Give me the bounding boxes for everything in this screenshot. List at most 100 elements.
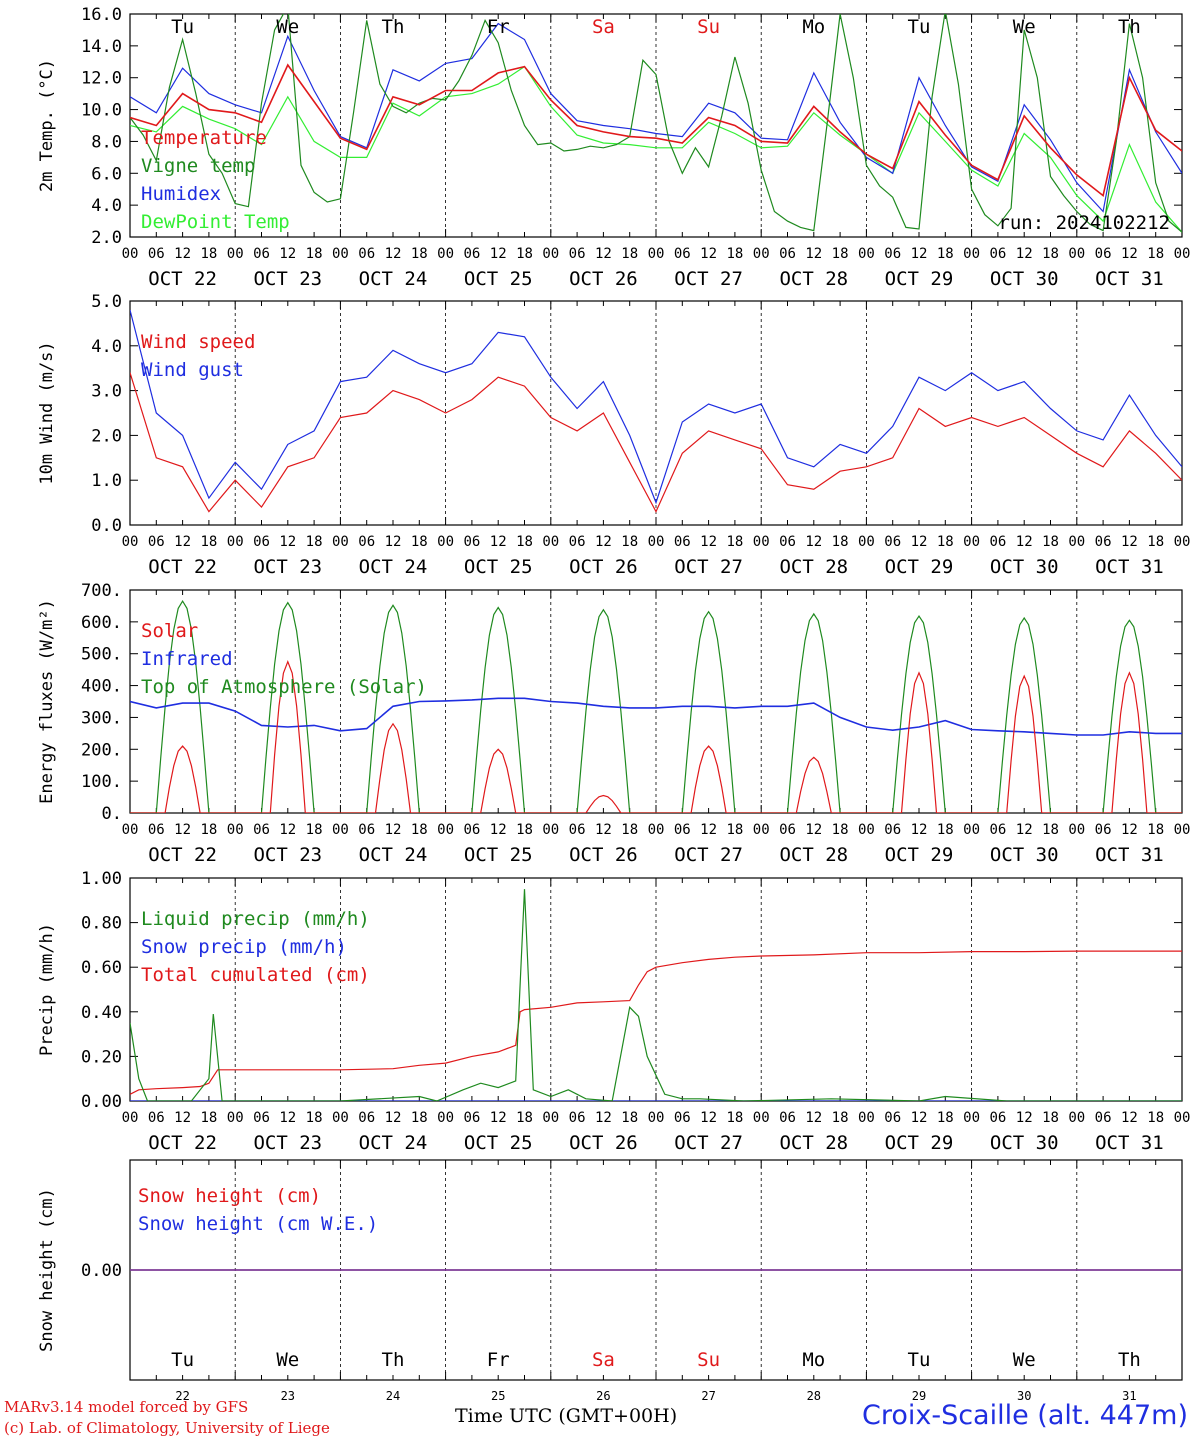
hour-tick-label: 18 [726, 246, 743, 262]
hour-tick-label: 00 [648, 534, 665, 550]
y-tick-label: 0.00 [81, 1261, 122, 1281]
hour-tick-label: 00 [227, 246, 244, 262]
hour-tick-label: 06 [989, 1110, 1006, 1126]
date-label: OCT 22 [148, 1132, 217, 1154]
hour-tick-label: 18 [516, 822, 533, 838]
legend-entry: Top of Atmosphere (Solar) [141, 676, 427, 698]
date-label: OCT 29 [885, 556, 954, 578]
hour-tick-label: 00 [963, 534, 980, 550]
station-name: Croix-Scaille (alt. 447m) [861, 1400, 1188, 1431]
hour-tick-label: 06 [1095, 246, 1112, 262]
hour-tick-label: 06 [1095, 534, 1112, 550]
hour-tick-label: 06 [358, 246, 375, 262]
hour-tick-label: 18 [937, 246, 954, 262]
hour-tick-label: 06 [779, 822, 796, 838]
hour-tick-label: 00 [122, 246, 139, 262]
y-tick-label: 100. [81, 772, 122, 792]
day-name-label: Sa [592, 16, 615, 38]
hour-tick-label: 06 [463, 246, 480, 262]
hour-tick-label: 18 [200, 534, 217, 550]
hour-tick-label: 06 [358, 1110, 375, 1126]
hour-tick-label: 06 [1095, 822, 1112, 838]
hour-tick-label: 12 [805, 1110, 822, 1126]
day-name-label: Tu [908, 16, 931, 38]
y-tick-label: 5.0 [91, 292, 122, 312]
hour-tick-label: 06 [358, 534, 375, 550]
y-axis-label: Precip (mm/h) [37, 923, 57, 1056]
hour-tick-label: 00 [332, 822, 349, 838]
day-number-label: 30 [1017, 1389, 1031, 1403]
hour-tick-label: 12 [279, 822, 296, 838]
hour-tick-label: 00 [858, 1110, 875, 1126]
hour-tick-label: 12 [805, 534, 822, 550]
hour-tick-label: 00 [122, 534, 139, 550]
hour-tick-label: 18 [516, 534, 533, 550]
hour-tick-label: 06 [674, 246, 691, 262]
plot-frame [129, 13, 1183, 238]
hour-tick-label: 18 [411, 822, 428, 838]
date-label: OCT 26 [569, 1132, 638, 1154]
hour-tick-label: 00 [648, 822, 665, 838]
hour-tick-label: 00 [542, 1110, 559, 1126]
date-label: OCT 30 [990, 556, 1059, 578]
y-tick-label: 2.0 [91, 228, 122, 248]
lab-credit: (c) Lab. of Climatology, University of L… [4, 1419, 330, 1437]
date-label: OCT 26 [569, 844, 638, 866]
day-name-label: Th [1118, 1349, 1141, 1371]
y-tick-label: 14.0 [81, 37, 122, 57]
hour-tick-label: 12 [911, 1110, 928, 1126]
hour-tick-label: 12 [1121, 822, 1138, 838]
date-label: OCT 23 [253, 844, 322, 866]
hour-tick-label: 12 [1016, 246, 1033, 262]
y-tick-label: 0. [102, 804, 122, 824]
day-name-label: Tu [171, 16, 194, 38]
y-tick-label: 200. [81, 740, 122, 760]
day-name-label: Th [382, 16, 405, 38]
legend-entry: Humidex [141, 183, 221, 205]
hour-tick-label: 18 [306, 246, 323, 262]
hour-tick-label: 12 [595, 1110, 612, 1126]
y-tick-label: 0.40 [81, 1003, 122, 1023]
hour-tick-label: 00 [753, 1110, 770, 1126]
hour-tick-label: 06 [253, 246, 270, 262]
y-tick-label: 0.20 [81, 1047, 122, 1067]
hour-tick-label: 18 [937, 1110, 954, 1126]
hour-tick-label: 18 [1147, 822, 1164, 838]
hour-tick-label: 18 [726, 1110, 743, 1126]
y-tick-label: 0.0 [91, 516, 122, 536]
hour-tick-label: 06 [884, 246, 901, 262]
hour-tick-label: 18 [937, 822, 954, 838]
hour-tick-label: 18 [1042, 246, 1059, 262]
y-tick-label: 400. [81, 677, 122, 697]
hour-tick-label: 18 [1147, 534, 1164, 550]
hour-tick-label: 18 [306, 822, 323, 838]
hour-tick-label: 06 [779, 534, 796, 550]
hour-tick-label: 12 [911, 822, 928, 838]
hour-tick-label: 06 [989, 246, 1006, 262]
day-number-label: 25 [491, 1389, 505, 1403]
hour-tick-label: 06 [148, 246, 165, 262]
legend-entry: Liquid precip (mm/h) [141, 908, 370, 930]
hour-tick-label: 12 [279, 534, 296, 550]
day-name-label: Fr [487, 16, 510, 38]
y-axis-label: Energy fluxes (W/m²) [37, 599, 57, 804]
date-label: OCT 23 [253, 556, 322, 578]
hour-tick-label: 18 [306, 534, 323, 550]
hour-tick-label: 00 [648, 1110, 665, 1126]
day-number-label: 28 [807, 1389, 821, 1403]
hour-tick-label: 12 [385, 1110, 402, 1126]
date-label: OCT 29 [885, 1132, 954, 1154]
y-tick-label: 12.0 [81, 69, 122, 89]
hour-tick-label: 18 [832, 246, 849, 262]
date-label: OCT 31 [1095, 844, 1164, 866]
plot-frame [129, 589, 1183, 814]
hour-tick-label: 12 [700, 246, 717, 262]
hour-tick-label: 12 [595, 246, 612, 262]
day-name-label: We [276, 16, 299, 38]
hour-tick-label: 00 [1174, 822, 1191, 838]
hour-tick-label: 06 [674, 1110, 691, 1126]
hour-tick-label: 12 [1121, 1110, 1138, 1126]
hour-tick-label: 18 [1042, 534, 1059, 550]
y-tick-label: 700. [81, 581, 122, 601]
hour-tick-label: 00 [963, 246, 980, 262]
